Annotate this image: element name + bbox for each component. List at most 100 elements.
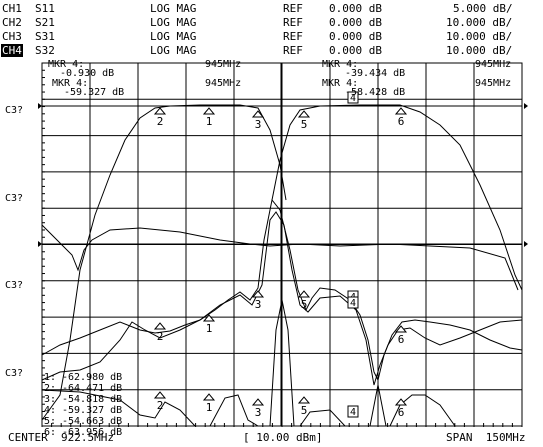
center-frequency[interactable]: CENTER 922.5MHz [8, 431, 114, 444]
marker-triangle[interactable] [394, 325, 408, 333]
channel-param: S32 [35, 44, 55, 57]
channel-row[interactable]: CH3 S31 LOG MAG REF 0.000 dB 10.000 dB/ [0, 30, 543, 43]
channel-row-active[interactable]: CH4 S32 LOG MAG REF 0.000 dB 10.000 dB/ [0, 44, 543, 57]
marker-number: 1 [206, 322, 213, 335]
marker-readout-frequency: 945MHz [475, 78, 511, 89]
channel-id: CH2 [2, 16, 22, 29]
channel-id-active: CH4 [1, 44, 23, 57]
marker-readout-value: -0.930 dB [60, 68, 114, 79]
channel-format: LOG MAG [150, 44, 197, 57]
marker-triangle[interactable] [202, 314, 216, 322]
marker-triangle[interactable] [297, 290, 311, 298]
active-marker-number: 4 [350, 407, 356, 418]
marker-list-value: -54.818 dB [62, 394, 122, 405]
channel-id: CH1 [2, 2, 22, 15]
marker-list-value: -64.471 dB [62, 383, 122, 394]
marker-list-number: 2: [44, 383, 56, 394]
marker-list-number: 1: [44, 372, 56, 383]
marker-triangle[interactable] [251, 290, 265, 298]
measurement-trace [271, 104, 523, 291]
marker-number: 2 [157, 399, 164, 412]
measurement-trace [269, 299, 295, 427]
channel-scale-label: C3? [5, 368, 23, 379]
measurement-trace [41, 198, 523, 382]
measurement-trace [41, 104, 287, 421]
marker-readout-frequency: 945MHz [205, 59, 241, 70]
channel-row[interactable]: CH1 S11 LOG MAG REF 0.000 dB 5.000 dB/ [0, 2, 543, 15]
ref-value: 0.000 dB [329, 2, 382, 15]
ref-label: REF [283, 2, 303, 15]
ref-value: 0.000 dB [329, 30, 382, 43]
marker-readout-frequency: 945MHz [475, 59, 511, 70]
measurement-trace [299, 409, 346, 427]
channel-param: S21 [35, 16, 55, 29]
marker-triangle[interactable] [297, 396, 311, 404]
reference-position-indicator [38, 103, 42, 109]
marker-readout-label: MKR 4: [322, 78, 358, 89]
channel-param: S11 [35, 2, 55, 15]
marker-list-number: 3: [44, 394, 56, 405]
marker-overlay: 2135621356213564444MKR 4:-0.930 dB945MHz… [5, 59, 528, 438]
marker-number: 5 [301, 404, 308, 417]
marker-readout-value: -59.327 dB [64, 87, 124, 98]
marker-readout-frequency: 945MHz [205, 78, 241, 89]
active-marker-box[interactable] [347, 405, 359, 418]
active-marker-box[interactable] [347, 91, 359, 104]
reference-position-indicator [524, 241, 528, 247]
marker-triangle[interactable] [153, 107, 167, 115]
marker-number: 1 [206, 401, 213, 414]
reference-position-indicator [524, 103, 528, 109]
marker-list-value: -54.663 dB [62, 416, 122, 427]
marker-triangle[interactable] [153, 322, 167, 330]
ref-label: REF [283, 16, 303, 29]
marker-number: 6 [398, 115, 405, 128]
active-marker-box[interactable] [347, 296, 359, 309]
graticule [41, 62, 523, 427]
measurement-trace [209, 394, 259, 427]
marker-triangle[interactable] [153, 391, 167, 399]
marker-number: 6 [398, 333, 405, 346]
scale-value: 10.000 dB/ [446, 30, 513, 43]
channel-param: S31 [35, 30, 55, 43]
channel-scale-label: C3? [5, 105, 23, 116]
marker-number: 6 [398, 406, 405, 419]
marker-readout-value: -39.434 dB [345, 68, 405, 79]
active-marker-number: 4 [350, 93, 356, 104]
channel-row[interactable]: CH2 S21 LOG MAG REF 0.000 dB 10.000 dB/ [0, 16, 543, 29]
marker-readout-label: MKR 4: [52, 78, 88, 89]
marker-readout-value: -58.428 dB [345, 87, 405, 98]
marker-triangle[interactable] [251, 110, 265, 118]
marker-number: 3 [255, 298, 262, 311]
ref-label: REF [283, 44, 303, 57]
ref-value: 0.000 dB [329, 16, 382, 29]
measurement-trace [41, 224, 519, 291]
measurement-trace [369, 384, 387, 427]
marker-number: 2 [157, 330, 164, 343]
ref-label: REF [283, 30, 303, 43]
marker-triangle[interactable] [202, 107, 216, 115]
marker-list-number: 5: [44, 416, 56, 427]
trace-group [41, 63, 523, 427]
marker-triangle[interactable] [394, 107, 408, 115]
marker-readout-label: MKR 4: [322, 59, 358, 70]
marker-number: 1 [206, 115, 213, 128]
marker-list-value: -63.956 dB [62, 427, 122, 438]
marker-triangle[interactable] [394, 398, 408, 406]
marker-triangle[interactable] [297, 110, 311, 118]
marker-list-value: -62.980 dB [62, 372, 122, 383]
marker-triangle[interactable] [251, 398, 265, 406]
marker-number: 3 [255, 118, 262, 131]
marker-number: 2 [157, 115, 164, 128]
channel-format: LOG MAG [150, 16, 197, 29]
scale-value: 5.000 dB/ [453, 2, 513, 15]
measurement-trace [41, 389, 196, 427]
scale-value: 10.000 dB/ [446, 16, 513, 29]
source-power[interactable]: [ 10.00 dBm] [243, 431, 323, 444]
frequency-span[interactable]: SPAN 150MHz [446, 431, 526, 444]
marker-number: 3 [255, 406, 262, 419]
channel-id: CH3 [2, 30, 22, 43]
active-marker-number: 4 [350, 298, 356, 309]
marker-triangle[interactable] [202, 393, 216, 401]
marker-list-value: -59.327 dB [62, 405, 122, 416]
